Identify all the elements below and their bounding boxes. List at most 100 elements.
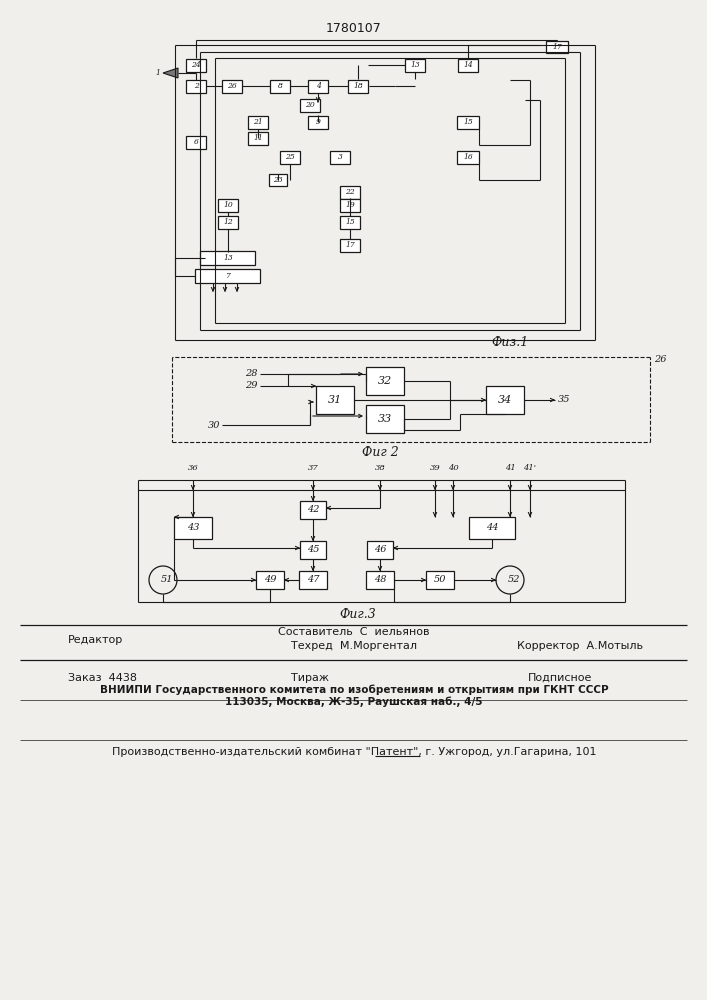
Text: 20: 20 <box>305 101 315 109</box>
Bar <box>186 135 206 148</box>
Text: Редактор: Редактор <box>68 635 123 645</box>
Bar <box>340 198 360 212</box>
Bar <box>174 517 212 539</box>
Bar <box>218 216 238 229</box>
Text: 29: 29 <box>245 381 258 390</box>
Text: 47: 47 <box>307 576 320 584</box>
Text: 48: 48 <box>374 576 386 584</box>
Text: 32: 32 <box>378 376 392 386</box>
Bar <box>457 115 479 128</box>
Bar <box>367 541 393 559</box>
Text: Фиг 2: Фиг 2 <box>361 446 398 458</box>
Text: ВНИИПИ Государственного комитета по изобретениям и открытиям при ГКНТ СССР: ВНИИПИ Государственного комитета по изоб… <box>100 685 608 695</box>
Text: 41: 41 <box>505 464 515 472</box>
Text: 49: 49 <box>264 576 276 584</box>
Text: 31: 31 <box>328 395 342 405</box>
Bar <box>299 571 327 589</box>
Text: 38: 38 <box>375 464 385 472</box>
Bar <box>270 80 290 93</box>
Bar <box>269 174 287 186</box>
Bar <box>201 251 255 265</box>
Text: 34: 34 <box>498 395 512 405</box>
Text: 17: 17 <box>552 43 562 51</box>
Text: Производственно-издательский комбинат "Патент", г. Ужгород, ул.Гагарина, 101: Производственно-издательский комбинат "П… <box>112 747 596 757</box>
Text: 8: 8 <box>278 82 282 90</box>
Bar <box>457 150 479 163</box>
Bar <box>348 80 368 93</box>
Text: 1780107: 1780107 <box>326 21 382 34</box>
Text: 41': 41' <box>523 464 537 472</box>
Text: 3: 3 <box>337 153 342 161</box>
Text: Тираж: Тираж <box>291 673 329 683</box>
Bar <box>340 186 360 198</box>
Text: 24: 24 <box>191 61 201 69</box>
Text: 16: 16 <box>463 153 473 161</box>
Text: 45: 45 <box>307 546 320 554</box>
Text: 26: 26 <box>654 356 667 364</box>
Text: 4: 4 <box>315 82 320 90</box>
Text: 23: 23 <box>273 176 283 184</box>
Text: 7: 7 <box>226 272 230 280</box>
Bar <box>405 58 425 72</box>
Bar <box>308 80 328 93</box>
Bar <box>316 386 354 414</box>
Text: 12: 12 <box>223 218 233 226</box>
Text: 21: 21 <box>253 118 263 126</box>
Text: 13: 13 <box>410 61 420 69</box>
Bar <box>458 58 478 72</box>
Text: 37: 37 <box>308 464 318 472</box>
Bar <box>340 238 360 251</box>
Text: 10: 10 <box>223 201 233 209</box>
Text: Заказ  4438: Заказ 4438 <box>68 673 137 683</box>
Bar <box>340 216 360 229</box>
Text: 19: 19 <box>345 201 355 209</box>
Text: 44: 44 <box>486 524 498 532</box>
Text: 42: 42 <box>307 506 320 514</box>
Text: 35: 35 <box>558 395 571 404</box>
Bar <box>300 501 326 519</box>
Text: 113035, Москва, Ж-35, Раушская наб., 4/5: 113035, Москва, Ж-35, Раушская наб., 4/5 <box>226 697 483 707</box>
Text: 15: 15 <box>463 118 473 126</box>
Bar <box>308 115 328 128</box>
Bar <box>469 517 515 539</box>
Text: Составитель  С  иельянов: Составитель С иельянов <box>279 627 430 637</box>
Text: 18: 18 <box>353 82 363 90</box>
Text: 6: 6 <box>194 138 199 146</box>
Text: Подписное: Подписное <box>528 673 592 683</box>
Bar <box>196 269 260 283</box>
Bar <box>186 80 206 93</box>
Text: 26: 26 <box>227 82 237 90</box>
Text: Физ.1: Физ.1 <box>491 336 529 349</box>
Bar <box>366 571 394 589</box>
Text: 11: 11 <box>253 134 263 142</box>
Text: 14: 14 <box>463 61 473 69</box>
Bar <box>486 386 524 414</box>
Text: 39: 39 <box>430 464 440 472</box>
Bar <box>218 198 238 212</box>
Bar <box>300 541 326 559</box>
Bar <box>330 150 350 163</box>
Bar <box>222 80 242 93</box>
Text: 46: 46 <box>374 546 386 554</box>
Text: 43: 43 <box>187 524 199 532</box>
Text: 52: 52 <box>508 576 520 584</box>
Text: 40: 40 <box>448 464 458 472</box>
Text: 2: 2 <box>194 82 199 90</box>
Bar <box>248 115 268 128</box>
Text: Корректор  А.Мотыль: Корректор А.Мотыль <box>517 641 643 651</box>
Text: 51: 51 <box>161 576 173 584</box>
Text: 22: 22 <box>345 188 355 196</box>
Text: Техред  М.Моргентал: Техред М.Моргентал <box>291 641 417 651</box>
Text: 50: 50 <box>434 576 446 584</box>
Bar <box>300 99 320 111</box>
Polygon shape <box>163 68 178 78</box>
Text: 30: 30 <box>207 420 220 430</box>
Text: 1: 1 <box>156 69 160 77</box>
Bar <box>366 405 404 433</box>
Bar <box>256 571 284 589</box>
Text: 13: 13 <box>223 254 233 262</box>
Bar <box>546 41 568 53</box>
Bar <box>366 367 404 395</box>
Text: 33: 33 <box>378 414 392 424</box>
Text: 25: 25 <box>285 153 295 161</box>
